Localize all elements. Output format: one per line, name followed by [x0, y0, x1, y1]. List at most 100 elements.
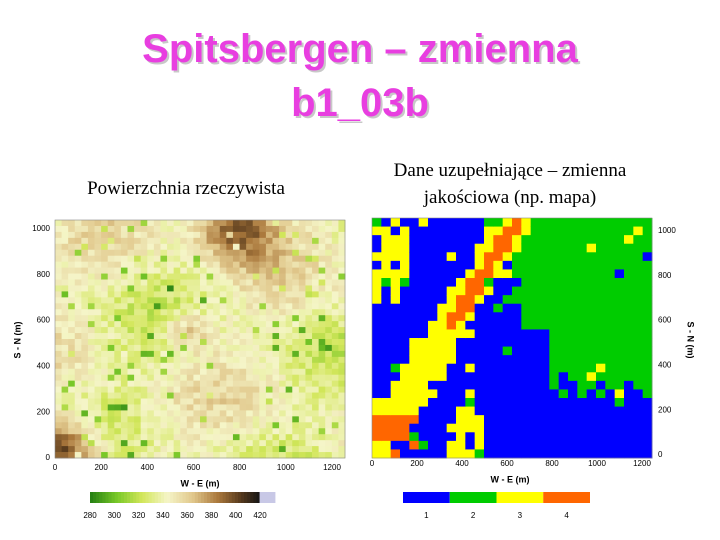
map-cell: [409, 398, 420, 407]
map-cell: [147, 237, 155, 245]
map-cell: [298, 428, 306, 435]
map-cell: [81, 273, 89, 280]
map-cell: [160, 446, 168, 453]
map-cell: [68, 404, 76, 411]
map-cell: [437, 286, 448, 296]
map-cell: [140, 309, 148, 316]
map-cell: [173, 249, 181, 257]
map-cell: [279, 249, 287, 257]
map-cell: [61, 309, 69, 316]
map-cell: [107, 362, 115, 370]
map-cell: [465, 312, 476, 322]
map-cell: [173, 398, 181, 405]
map-cell: [493, 338, 504, 347]
map-cell: [292, 350, 300, 358]
map-cell: [428, 278, 438, 287]
map-cell: [265, 267, 273, 274]
map-cell: [428, 398, 438, 407]
map-cell: [200, 410, 207, 417]
map-cell: [409, 295, 420, 305]
y-tick-label: 400: [37, 362, 51, 371]
map-cell: [107, 220, 115, 227]
map-cell: [577, 372, 588, 382]
map-cell: [624, 269, 634, 279]
map-cell: [292, 386, 300, 393]
map-cell: [298, 291, 306, 298]
map-cell: [437, 269, 448, 279]
map-cell: [61, 225, 69, 233]
map-cell: [101, 362, 109, 370]
map-cell: [312, 398, 320, 405]
map-cell: [493, 329, 504, 339]
map-cell: [614, 389, 625, 399]
colorbar-cell: [111, 492, 116, 503]
map-cell: [400, 312, 410, 322]
map-cell: [642, 338, 653, 347]
map-cell: [180, 416, 188, 423]
map-cell: [61, 267, 69, 274]
map-cell: [160, 220, 168, 227]
map-cell: [549, 423, 560, 433]
map-cell: [338, 368, 346, 376]
map-cell: [549, 226, 560, 236]
map-cell: [120, 380, 128, 387]
map-cell: [338, 452, 346, 459]
map-cell: [173, 225, 181, 233]
map-cell: [596, 278, 606, 287]
map-cell: [305, 333, 313, 340]
map-cell: [219, 291, 227, 298]
map-cell: [127, 309, 135, 316]
map-cell: [596, 415, 606, 425]
map-cell: [325, 392, 333, 399]
map-cell: [512, 312, 522, 322]
map-cell: [493, 286, 504, 296]
map-cell: [318, 315, 326, 322]
map-cell: [134, 297, 142, 304]
map-cell: [160, 315, 168, 322]
map-cell: [134, 428, 142, 435]
map-cell: [200, 261, 207, 268]
map-cell: [252, 356, 260, 364]
map-cell: [120, 410, 128, 417]
map-cell: [94, 434, 102, 441]
map-cell: [596, 355, 606, 365]
map-cell: [298, 243, 306, 251]
map-cell: [325, 327, 333, 334]
map-cell: [409, 269, 420, 279]
map-cell: [292, 368, 300, 376]
map-cell: [120, 416, 128, 423]
map-cell: [167, 291, 175, 298]
map-cell: [160, 392, 168, 399]
map-cell: [81, 321, 89, 328]
map-cell: [87, 315, 95, 322]
map-cell: [147, 339, 155, 346]
map-cell: [193, 446, 201, 453]
map-cell: [213, 428, 221, 435]
map-cell: [134, 285, 142, 292]
map-cell: [259, 446, 267, 453]
map-cell: [502, 260, 513, 270]
map-cell: [107, 297, 115, 304]
map-cell: [484, 380, 494, 390]
map-cell: [219, 315, 227, 322]
map-cell: [558, 389, 569, 399]
map-cell: [642, 380, 653, 390]
map-cell: [226, 339, 234, 346]
map-cell: [173, 255, 181, 263]
map-cell: [206, 428, 214, 435]
map-cell: [81, 220, 89, 227]
map-cell: [484, 449, 494, 459]
map-cell: [114, 285, 122, 292]
map-cell: [614, 243, 625, 253]
map-cell: [493, 423, 504, 433]
map-cell: [642, 346, 653, 356]
legend-swatch: [496, 492, 544, 503]
map-cell: [68, 237, 76, 245]
map-cell: [173, 327, 181, 334]
map-cell: [140, 362, 148, 370]
map-cell: [94, 237, 102, 245]
map-cell: [312, 416, 320, 423]
map-cell: [147, 344, 155, 352]
map-cell: [219, 321, 227, 328]
map-cell: [81, 303, 89, 310]
